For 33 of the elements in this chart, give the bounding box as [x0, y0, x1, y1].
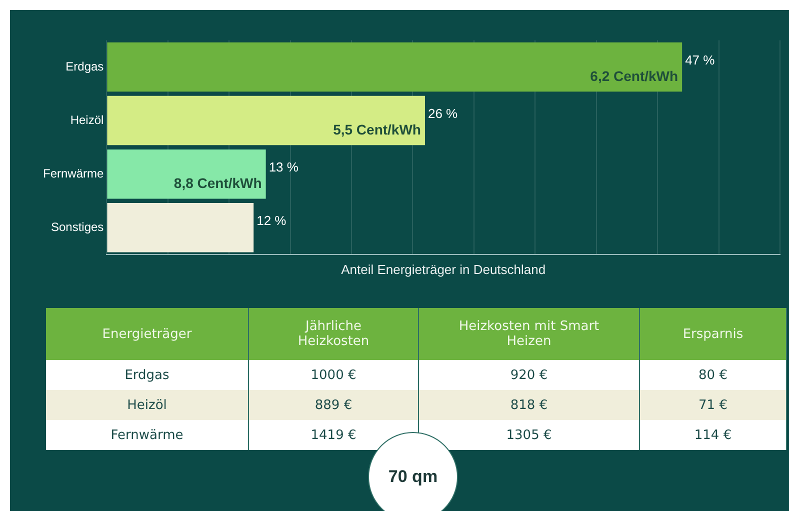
y-tick-label: Heizöl	[70, 112, 104, 127]
y-tick-label: Erdgas	[66, 59, 104, 74]
category-label: Fernwärme	[110, 428, 184, 442]
annotation: 8,8 Cent/kWh	[174, 174, 262, 191]
bar	[107, 202, 254, 252]
text: 80 €	[698, 368, 728, 382]
bar	[107, 96, 425, 146]
text: 114 €	[694, 428, 732, 442]
text: 889 €	[314, 398, 352, 412]
category-label: Ersparnis	[640, 308, 787, 360]
bar	[107, 149, 266, 199]
category-label: Jährliche Heizkosten	[249, 308, 419, 360]
annotation: 6,2 Cent/kWh	[590, 68, 678, 84]
category-label: Heizöl	[127, 398, 167, 412]
text: 1305 €	[506, 428, 552, 442]
text: 70 qm	[368, 432, 458, 511]
y-tick-label: Sonstiges	[50, 220, 104, 234]
text: 71 €	[698, 398, 728, 412]
data-label: 26 %	[428, 106, 458, 122]
text: 1419 €	[310, 428, 356, 442]
category-label: Erdgas	[124, 368, 170, 382]
text: 818 €	[510, 398, 548, 412]
category-label: Energieträger	[46, 308, 249, 360]
data-label: 47 %	[685, 52, 716, 68]
data-label: 12 %	[256, 213, 287, 228]
text: 920 €	[510, 368, 548, 382]
y-tick-label: Fernwärme	[42, 166, 104, 180]
x-axis-title: Anteil Energieträger in Deutschland	[341, 262, 546, 277]
data-label: 13 %	[268, 160, 299, 175]
annotation: 5,5 Cent/kWh	[333, 121, 421, 138]
category-label: Heizkosten mit Smart Heizen	[419, 308, 640, 360]
text: 1000 €	[310, 368, 356, 382]
bar	[107, 42, 682, 92]
